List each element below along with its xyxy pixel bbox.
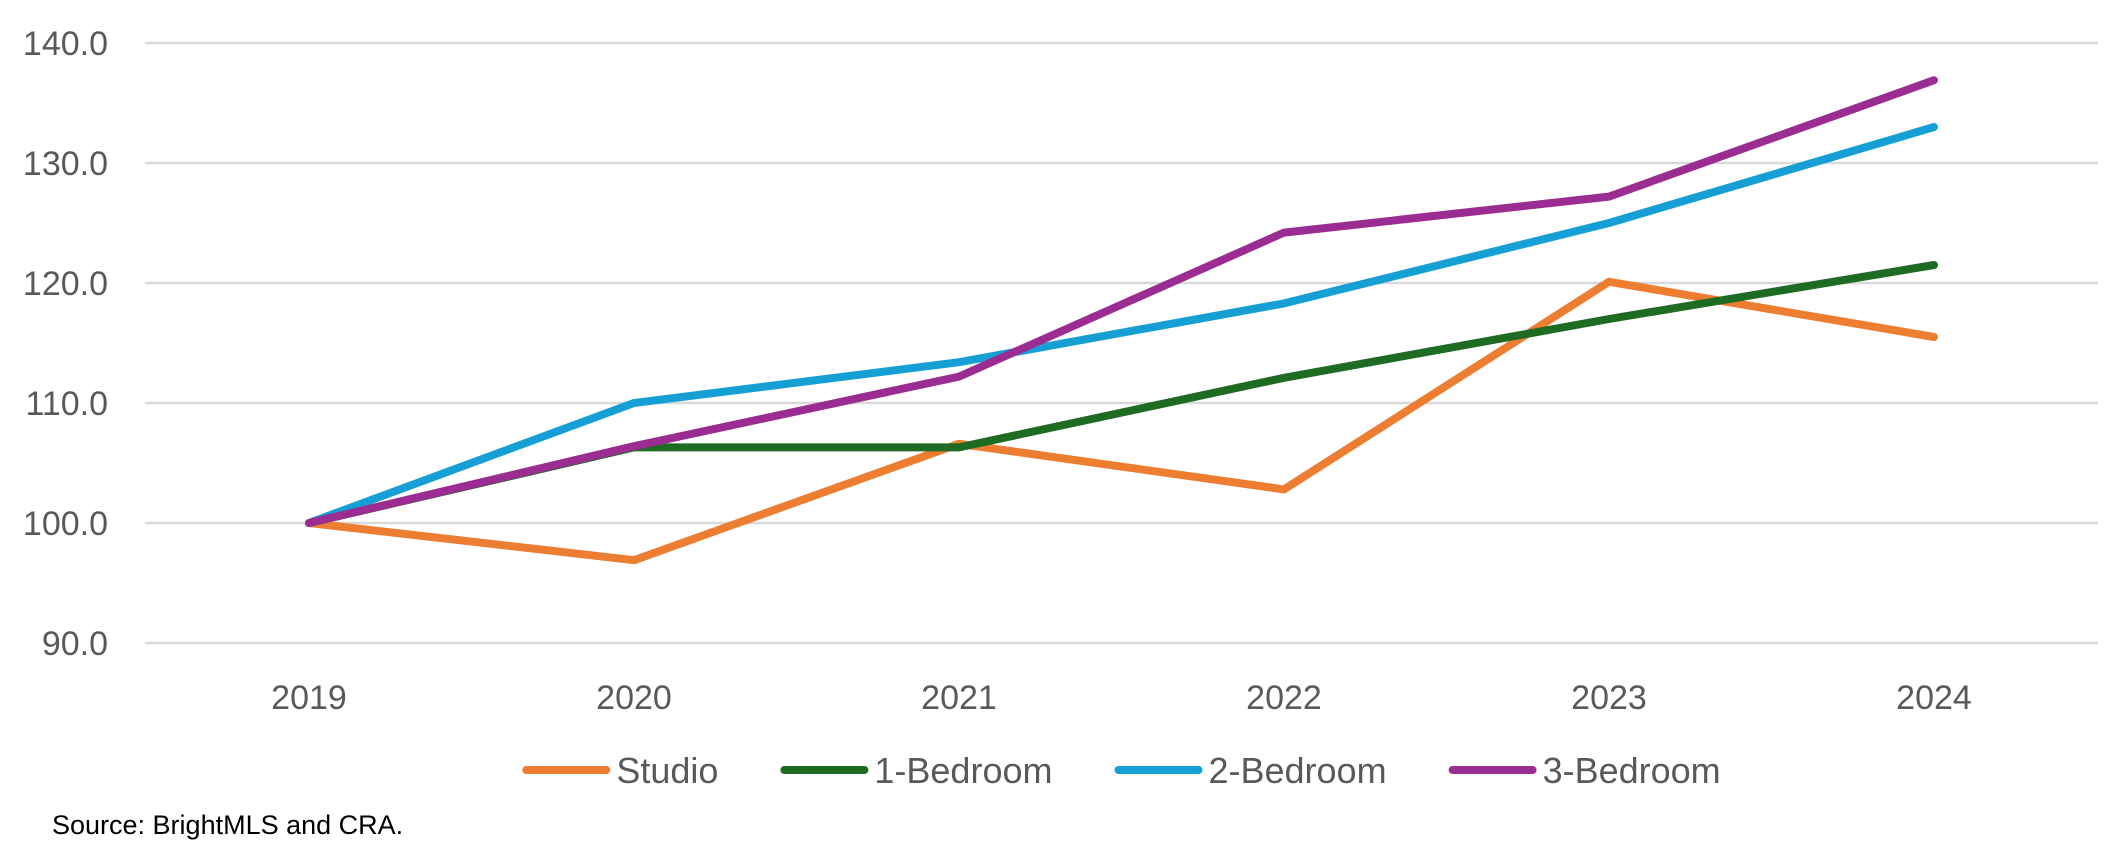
- legend-label-3-bedroom: 3-Bedroom: [1543, 750, 1721, 791]
- series-line-2-bedroom: [305, 123, 1938, 527]
- legend: Studio 1-Bedroom 2-Bedroom 3-Bedroom: [522, 750, 1721, 791]
- y-tick-label: 110.0: [25, 385, 108, 423]
- gridlines: [145, 41, 2098, 645]
- x-tick-label: 2020: [596, 679, 672, 717]
- y-tick-label: 140.0: [23, 25, 108, 63]
- series-line-3-bedroom: [305, 76, 1938, 527]
- y-axis-tick-labels: 90.0 100.0 110.0 120.0 130.0 140.0: [23, 25, 108, 663]
- series-lines: [305, 76, 1938, 565]
- y-tick-label: 130.0: [23, 145, 108, 183]
- x-tick-label: 2019: [271, 679, 347, 717]
- y-tick-label: 100.0: [23, 505, 108, 543]
- y-tick-label: 120.0: [23, 265, 108, 303]
- x-tick-label: 2022: [1246, 679, 1322, 717]
- x-tick-label: 2024: [1896, 679, 1972, 717]
- x-tick-label: 2021: [921, 679, 997, 717]
- source-note: Source: BrightMLS and CRA.: [52, 810, 404, 840]
- legend-label-1-bedroom: 1-Bedroom: [874, 750, 1052, 791]
- legend-label-studio: Studio: [616, 750, 718, 791]
- y-tick-label: 90.0: [42, 625, 108, 663]
- x-tick-label: 2023: [1571, 679, 1647, 717]
- x-axis-tick-labels: 2019 2020 2021 2022 2023 2024: [271, 679, 1972, 717]
- legend-label-2-bedroom: 2-Bedroom: [1208, 750, 1386, 791]
- series-line-studio: [305, 277, 1938, 565]
